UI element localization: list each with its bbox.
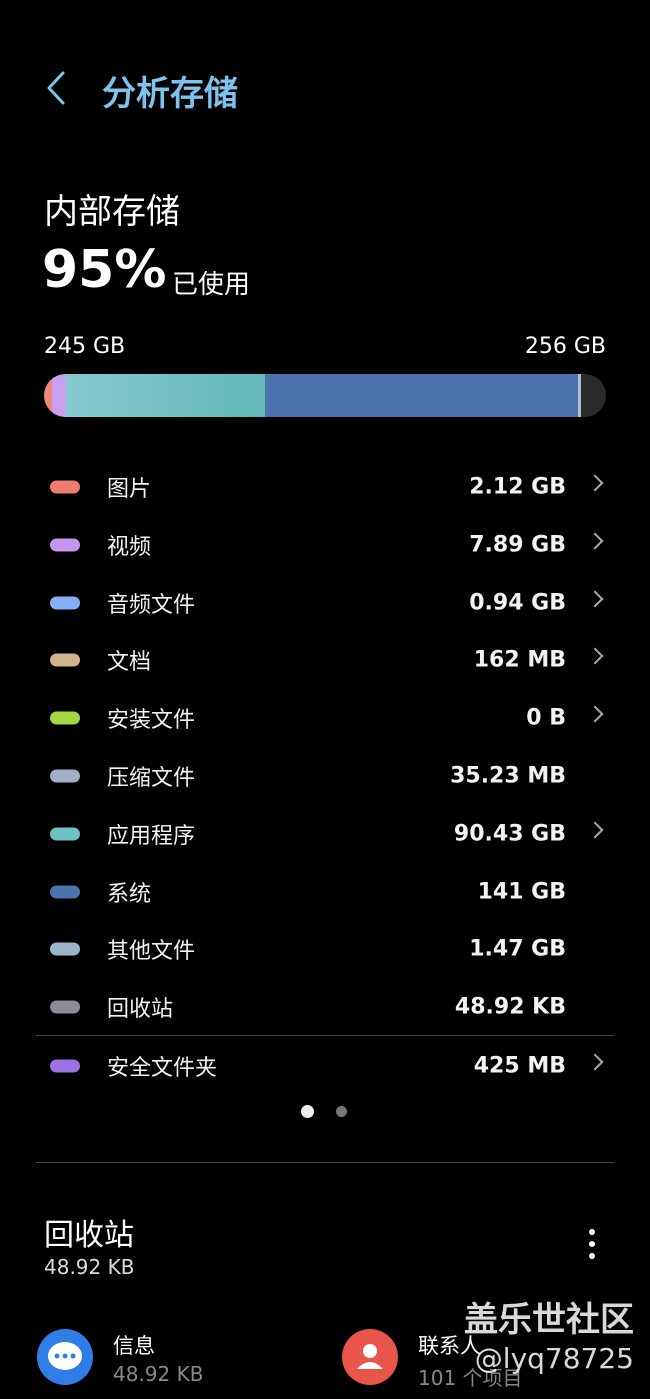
category-size: 162 MB [473, 647, 566, 673]
trash-title: 回收站 [44, 1218, 134, 1253]
category-name: 图片 [107, 477, 152, 502]
category-name: 应用程序 [107, 823, 196, 849]
category-dot [50, 596, 80, 610]
storage-title: 内部存储 [44, 192, 180, 232]
more-button[interactable] [584, 1228, 600, 1260]
category-name: 音频文件 [107, 592, 196, 618]
category-dot [50, 653, 80, 667]
category-name: 其他文件 [107, 939, 196, 965]
category-name: 安全文件夹 [107, 1056, 218, 1081]
category-name: 安装文件 [107, 708, 196, 734]
storage-bar [44, 374, 606, 417]
messages-icon[interactable] [37, 1329, 93, 1385]
page-indicator[interactable] [301, 1105, 314, 1118]
item-detail: 101 个项目 [418, 1366, 523, 1390]
category-dot [50, 538, 80, 552]
divider [36, 1035, 614, 1036]
category-size: 7.89 GB [469, 532, 566, 558]
category-size: 141 GB [477, 879, 566, 905]
category-dot [50, 885, 80, 899]
item-name: 联系人 [418, 1334, 481, 1358]
row-arrow[interactable] [586, 590, 604, 608]
divider [36, 1162, 614, 1163]
category-name: 系统 [107, 881, 152, 907]
category-dot [50, 942, 80, 956]
category-name: 压缩文件 [107, 766, 196, 791]
category-dot [50, 711, 80, 725]
category-size: 0.94 GB [469, 590, 566, 616]
page-indicator[interactable] [336, 1106, 347, 1117]
back-button[interactable] [44, 70, 68, 106]
category-size: 425 MB [473, 1053, 566, 1079]
category-dot [50, 1000, 80, 1014]
category-name: 文档 [107, 650, 152, 676]
used-percent: 95% [42, 240, 167, 300]
contacts-icon[interactable] [342, 1329, 398, 1385]
category-dot [50, 1059, 80, 1073]
total-size: 256 GB [524, 334, 606, 359]
category-dot [50, 769, 80, 783]
category-size: 35.23 MB [450, 763, 566, 789]
category-dot [50, 480, 80, 494]
item-name: 信息 [113, 1334, 155, 1358]
category-size: 2.12 GB [469, 474, 566, 500]
bar-segment [265, 374, 578, 417]
bar-segment [66, 374, 265, 417]
used-label: 已使用 [172, 270, 251, 300]
trash-size: 48.92 KB [44, 1255, 135, 1279]
category-size: 90.43 GB [453, 821, 566, 847]
bar-segment [44, 374, 52, 417]
watermark-user: @lyq78725 [474, 1342, 634, 1375]
bar-segment [578, 374, 581, 417]
row-arrow[interactable] [586, 647, 604, 665]
category-name: 视频 [107, 534, 152, 560]
category-size: 48.92 KB [454, 994, 566, 1020]
row-arrow[interactable] [586, 1053, 604, 1071]
category-size: 0 B [526, 705, 566, 731]
used-size: 245 GB [44, 334, 126, 359]
watermark-site: 盖乐世社区 [464, 1300, 634, 1340]
row-arrow[interactable] [586, 705, 604, 723]
row-arrow[interactable] [586, 532, 604, 550]
row-arrow[interactable] [586, 474, 604, 492]
category-size: 1.47 GB [469, 936, 566, 962]
item-detail: 48.92 KB [113, 1362, 204, 1386]
bar-segment [52, 374, 66, 417]
category-dot [50, 827, 80, 841]
row-arrow[interactable] [586, 821, 604, 839]
page-title: 分析存储 [102, 74, 238, 114]
category-name: 回收站 [107, 997, 174, 1023]
